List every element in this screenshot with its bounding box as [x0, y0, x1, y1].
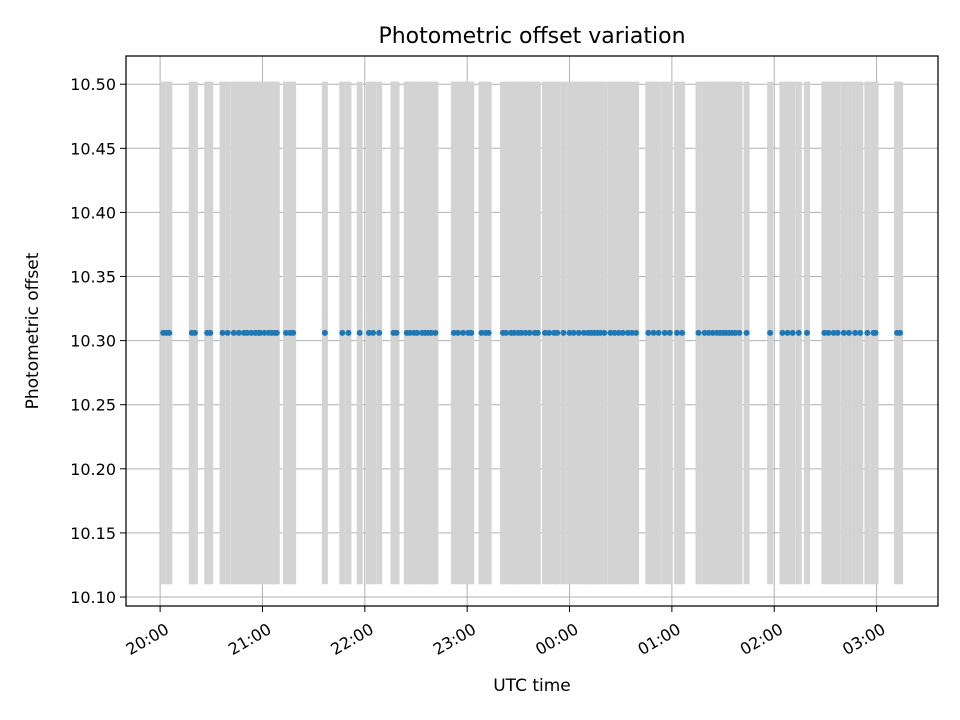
y-tick-label: 10.10 [70, 588, 116, 607]
data-point [825, 329, 832, 336]
data-point [393, 329, 400, 336]
data-point [503, 329, 510, 336]
data-point [219, 329, 226, 336]
data-point [546, 329, 553, 336]
data-point [191, 329, 198, 336]
data-point [224, 329, 231, 336]
data-point [345, 329, 352, 336]
data-point [845, 329, 852, 336]
data-point [619, 329, 626, 336]
data-point [803, 329, 810, 336]
data-point [679, 329, 686, 336]
data-point [872, 329, 879, 336]
y-axis-label: Photometric offset [23, 252, 43, 409]
data-point [460, 329, 467, 336]
data-point [560, 329, 567, 336]
y-tick-label: 10.15 [70, 524, 116, 543]
y-tick-label: 10.50 [70, 75, 116, 94]
y-tick-label: 10.20 [70, 460, 116, 479]
data-point [795, 329, 802, 336]
data-point [468, 329, 475, 336]
y-tick-label: 10.25 [70, 396, 116, 415]
data-point [376, 329, 383, 336]
data-point [273, 329, 280, 336]
data-point [897, 329, 904, 336]
data-point [290, 329, 297, 336]
data-point [356, 329, 363, 336]
data-point [779, 329, 786, 336]
data-point [166, 329, 173, 336]
data-point [661, 329, 668, 336]
data-point [852, 329, 859, 336]
data-point [235, 329, 242, 336]
data-point [650, 329, 657, 336]
data-point [834, 329, 841, 336]
data-point [864, 329, 871, 336]
data-point [570, 329, 577, 336]
data-points [160, 329, 904, 336]
data-point [321, 329, 328, 336]
data-point [645, 329, 652, 336]
data-point [454, 329, 461, 336]
data-point [736, 329, 743, 336]
data-point [526, 329, 533, 336]
y-tick-label: 10.45 [70, 139, 116, 158]
data-point [485, 329, 492, 336]
data-point [673, 329, 680, 336]
y-tick-label: 10.40 [70, 203, 116, 222]
y-tick-label: 10.35 [70, 268, 116, 287]
data-point [655, 329, 662, 336]
data-point [339, 329, 346, 336]
data-point [789, 329, 796, 336]
data-point [414, 329, 421, 336]
data-point [633, 329, 640, 336]
data-point [207, 329, 214, 336]
data-point [840, 329, 847, 336]
data-point [601, 329, 608, 336]
x-axis-label: UTC time [493, 676, 571, 696]
data-point [554, 329, 561, 336]
data-point [230, 329, 237, 336]
data-point [695, 329, 702, 336]
data-point [784, 329, 791, 336]
data-point [370, 329, 377, 336]
data-point [432, 329, 439, 336]
data-point [666, 329, 673, 336]
data-point [767, 329, 774, 336]
data-point [857, 329, 864, 336]
data-point [534, 329, 541, 336]
data-point [743, 329, 750, 336]
y-tick-label: 10.30 [70, 332, 116, 351]
data-point [575, 329, 582, 336]
plot-frame [125, 55, 939, 607]
chart-title: Photometric offset variation [378, 24, 685, 49]
